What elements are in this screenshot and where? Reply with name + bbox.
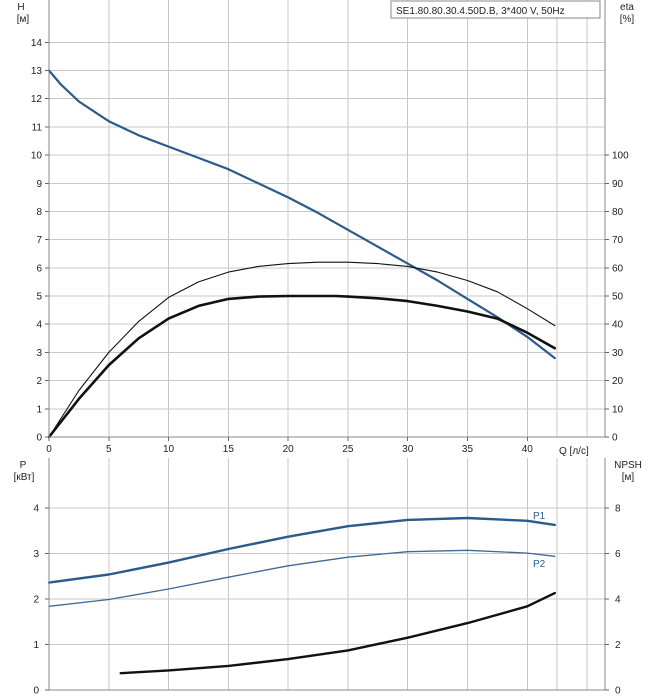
- x-tick-label: 20: [283, 444, 295, 455]
- x-tick-label: 15: [223, 444, 235, 455]
- head-tick-label: 6: [36, 263, 42, 274]
- x-tick-label: 35: [462, 444, 474, 455]
- head-tick-label: 7: [36, 235, 42, 246]
- eta-tick-label: 80: [612, 207, 624, 218]
- x-tick-label: 5: [106, 444, 112, 455]
- head-axis-unit: [м]: [17, 14, 30, 25]
- eta-tick-label: 90: [612, 179, 624, 190]
- npsh-axis-label: NPSH: [614, 460, 642, 471]
- eta-tick-label: 30: [612, 348, 624, 359]
- head-tick-label: 0: [36, 433, 42, 444]
- p1-curve: [47, 516, 556, 584]
- p1-series-label: P1: [533, 511, 546, 522]
- npsh-tick-label: 6: [615, 549, 621, 560]
- x-tick-label: 40: [522, 444, 534, 455]
- power-tick-label: 3: [33, 549, 39, 560]
- power-tick-label: 0: [33, 686, 39, 697]
- head-tick-label: 1: [36, 404, 42, 415]
- eta-tick-label: 70: [612, 235, 624, 246]
- p2-series-label: P2: [533, 559, 546, 570]
- head-tick-label: 3: [36, 348, 42, 359]
- eta-curve-thin: [48, 261, 556, 438]
- head-tick-label: 13: [31, 66, 43, 77]
- npsh-tick-label: 4: [615, 595, 621, 606]
- power-tick-label: 1: [33, 640, 39, 651]
- eta-tick-label: 40: [612, 320, 624, 331]
- head-axis-label: H: [17, 2, 24, 13]
- npsh-curve: [119, 591, 556, 675]
- power-tick-label: 4: [33, 504, 39, 515]
- head-tick-label: 4: [36, 320, 42, 331]
- eta-tick-label: 50: [612, 292, 624, 303]
- head-tick-label: 5: [36, 292, 42, 303]
- x-tick-label: 0: [46, 444, 52, 455]
- head-tick-label: 9: [36, 179, 42, 190]
- eta-tick-label: 0: [612, 433, 618, 444]
- axis-layer: 0 5 10 15 20 25 30 35 40012345678910111213140102…: [31, 0, 629, 697]
- p2-curve: [48, 549, 556, 607]
- npsh-axis-unit: [м]: [622, 472, 635, 483]
- eta-tick-label: 60: [612, 263, 624, 274]
- head-tick-label: 2: [36, 376, 42, 387]
- flow-axis-label: Q [л/с]: [559, 446, 589, 457]
- head-curve: [47, 69, 556, 360]
- chart-title: SE1.80.80.30.4.50D.B, 3*400 V, 50Hz: [396, 6, 565, 17]
- npsh-tick-label: 2: [615, 640, 621, 651]
- head-tick-label: 8: [36, 207, 42, 218]
- eta-tick-label: 100: [612, 151, 629, 162]
- eta-tick-label: 20: [612, 376, 624, 387]
- x-tick-label: 30: [402, 444, 414, 455]
- title-box: [390, 0, 601, 19]
- eta-tick-label: 10: [612, 404, 624, 415]
- curve-layer: [47, 69, 557, 675]
- head-tick-label: 10: [31, 151, 43, 162]
- head-tick-label: 11: [32, 122, 43, 133]
- power-axis-unit: [кВт]: [14, 472, 35, 483]
- eta-axis-unit: [%]: [620, 14, 635, 25]
- power-axis-label: P: [20, 460, 27, 471]
- npsh-tick-label: 0: [615, 686, 621, 697]
- npsh-tick-label: 8: [615, 504, 621, 515]
- head-tick-label: 12: [31, 94, 43, 105]
- head-tick-label: 14: [31, 38, 43, 49]
- power-tick-label: 2: [33, 595, 39, 606]
- x-tick-label: 25: [342, 444, 354, 455]
- label-layer: H [м] eta [%] Q [л/с] P [кВт] NPSH [м] P…: [14, 0, 642, 570]
- eta-axis-label: eta: [620, 2, 634, 13]
- eta-curve-thick: [47, 294, 557, 439]
- x-tick-label: 10: [163, 444, 175, 455]
